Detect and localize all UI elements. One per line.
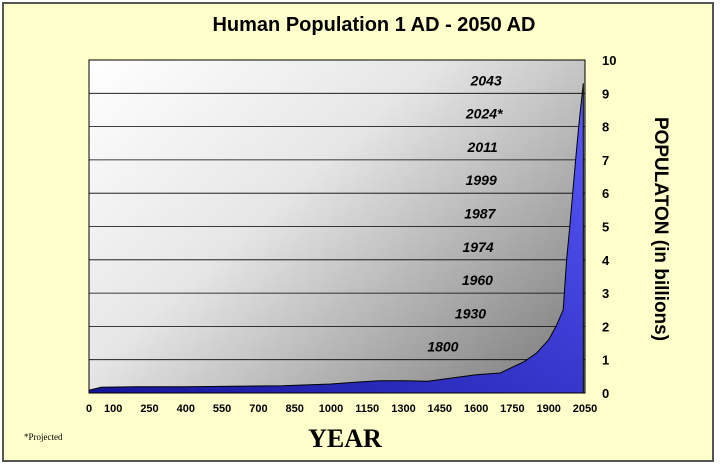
annotation-label: 1960 bbox=[462, 272, 493, 288]
year-annotations: 1800 1930 1960 1974 1987 1999 2011 2024* 2043 bbox=[427, 72, 503, 354]
x-tick-label: 550 bbox=[213, 403, 231, 415]
chart-title: Human Population 1 AD - 2050 AD bbox=[212, 14, 535, 36]
y-tick-label: 5 bbox=[602, 220, 609, 235]
footnote: *Projected bbox=[24, 432, 63, 442]
x-tick-label: 850 bbox=[286, 403, 304, 415]
x-tick-label: 0 bbox=[86, 403, 92, 415]
y-tick-label: 2 bbox=[602, 319, 609, 334]
y-tick-labels: 0 1 2 3 4 5 6 7 8 9 10 bbox=[602, 53, 616, 401]
x-tick-label: 1600 bbox=[464, 403, 488, 415]
annotation-label: 1930 bbox=[455, 305, 486, 321]
y-tick-label: 0 bbox=[602, 386, 609, 401]
x-tick-label: 400 bbox=[177, 403, 195, 415]
x-tick-label: 1450 bbox=[428, 403, 452, 415]
y-tick-label: 7 bbox=[602, 153, 609, 168]
annotation-label: 1999 bbox=[466, 172, 497, 188]
population-chart: Human Population 1 AD - 2050 AD 18001930… bbox=[24, 14, 671, 453]
x-tick-label: 250 bbox=[140, 403, 158, 415]
population-area bbox=[88, 83, 584, 394]
x-tick-label: 2050 bbox=[573, 403, 597, 415]
x-tick-label: 1000 bbox=[319, 403, 343, 415]
y-tick-label: 3 bbox=[602, 286, 609, 301]
y-tick-label: 4 bbox=[602, 253, 610, 268]
annotation-label: 2043 bbox=[470, 72, 502, 88]
annotation-label: 2011 bbox=[467, 139, 498, 155]
x-tick-label: 1150 bbox=[355, 403, 379, 415]
y-tick-label: 9 bbox=[602, 86, 609, 101]
y-tick-label: 1 bbox=[602, 353, 609, 368]
y-tick-label: 10 bbox=[602, 53, 616, 68]
y-axis-label: POPULATON (in billions) bbox=[650, 117, 671, 341]
x-axis-label: YEAR bbox=[308, 424, 382, 453]
annotation-label: 1974 bbox=[463, 239, 494, 255]
y-tick-label: 6 bbox=[602, 186, 609, 201]
annotation-label: 1987 bbox=[464, 206, 496, 222]
x-tick-label: 1900 bbox=[536, 403, 560, 415]
x-tick-labels: 0 100 250 400 550 700 850 1000 1150 1300 1450 1600 1… bbox=[86, 403, 597, 415]
x-tick-label: 1300 bbox=[391, 403, 415, 415]
x-tick-label: 700 bbox=[249, 403, 267, 415]
y-tick-label: 8 bbox=[602, 120, 609, 135]
annotation-label: 2024* bbox=[465, 106, 503, 122]
gridlines bbox=[89, 92, 585, 361]
x-tick-label: 100 bbox=[104, 403, 122, 415]
chart-frame: Human Population 1 AD - 2050 AD 1800 1930… bbox=[2, 2, 714, 462]
x-tick-label: 1750 bbox=[500, 403, 524, 415]
annotation-label: 1800 bbox=[427, 339, 458, 355]
